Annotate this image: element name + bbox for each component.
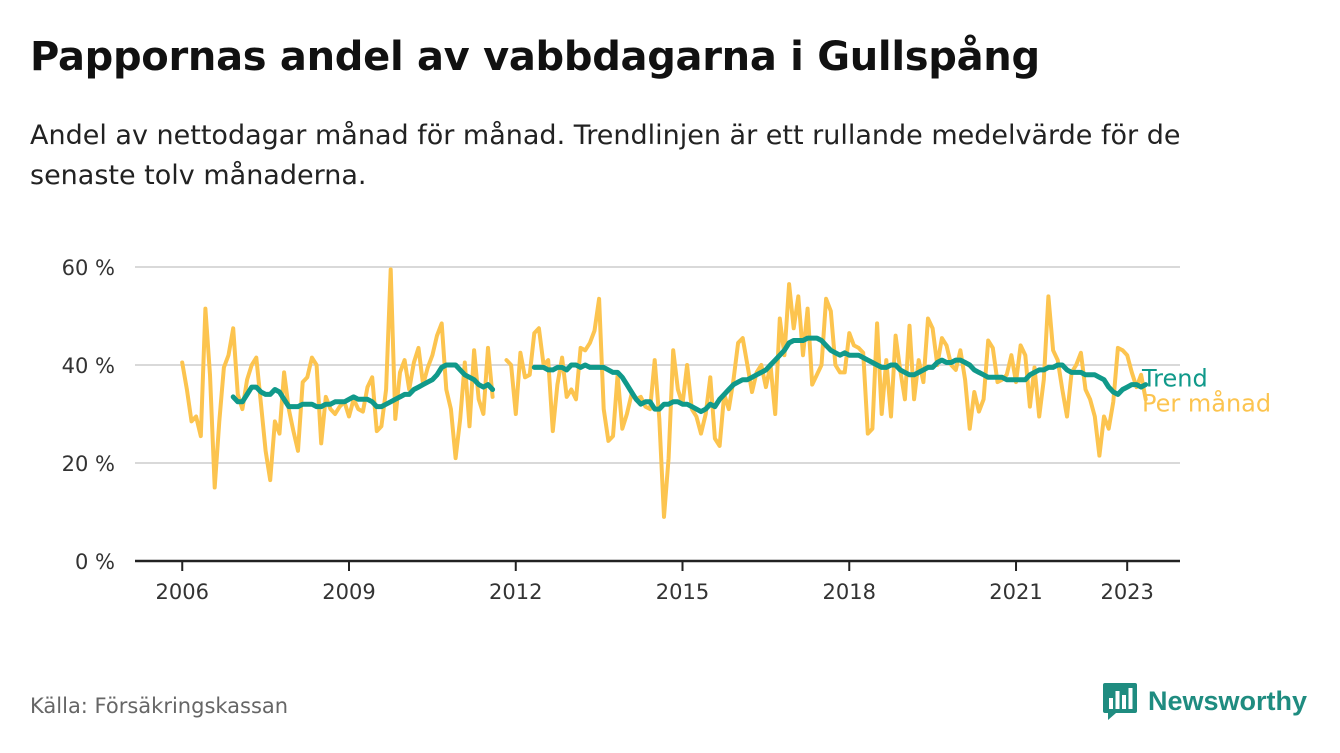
y-tick-label: 60 %: [62, 256, 115, 280]
x-tick-label: 2023: [1100, 580, 1153, 604]
x-axis: 2006 2009 2012 2015 2018 2021 2023: [135, 559, 1180, 604]
y-tick-label: 0 %: [75, 550, 115, 574]
series-line-trend: [531, 335, 1149, 415]
x-tick-label: 2015: [656, 580, 709, 604]
brand-logo[interactable]: Newsworthy: [1102, 682, 1307, 720]
x-tick-label: 2009: [322, 580, 375, 604]
chart-title: Pappornas andel av vabbdagarna i Gullspå…: [30, 34, 1040, 80]
y-tick-label: 20 %: [62, 452, 115, 476]
series-line-trend: [230, 362, 496, 410]
x-tick-label: 2018: [823, 580, 876, 604]
x-tick-label: 2006: [156, 580, 209, 604]
legend-label-trend: Trend: [1141, 365, 1208, 393]
source-note: Källa: Försäkringskassan: [30, 694, 289, 718]
gridlines: 0 % 20 % 40 % 60 %: [62, 256, 1180, 574]
series-line-per-manad: [180, 267, 495, 490]
brand-name: Newsworthy: [1148, 685, 1308, 716]
newsworthy-bar-chart-icon: [1103, 683, 1137, 720]
x-tick-label: 2021: [989, 580, 1042, 604]
y-tick-label: 40 %: [62, 354, 115, 378]
series-lines: [180, 267, 1149, 519]
legend-label-per-manad: Per månad: [1142, 388, 1271, 417]
chart-subtitle: Andel av nettodagar månad för månad. Tre…: [30, 120, 1181, 191]
series-line-per-manad: [504, 282, 1148, 519]
x-tick-label: 2012: [489, 580, 542, 604]
